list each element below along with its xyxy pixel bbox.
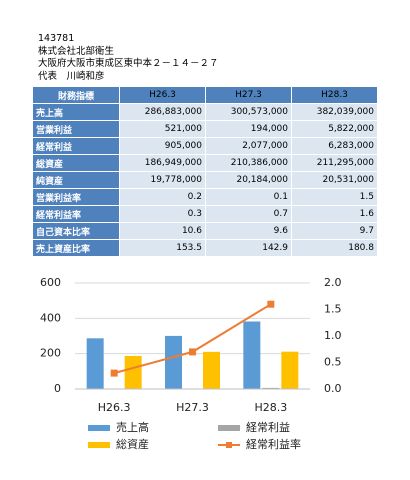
header-line: 大阪府大阪市東成区東中本２－１４－２７ bbox=[38, 58, 219, 69]
value-cell: 186,949,000 bbox=[120, 155, 205, 171]
y-tick-label: 0 bbox=[54, 382, 61, 395]
line-marker bbox=[267, 300, 275, 308]
y-tick-label: 400 bbox=[40, 311, 61, 324]
value-cell: 1.6 bbox=[292, 206, 377, 222]
legend-label: 総資産 bbox=[116, 437, 149, 451]
header-cell: H27.3 bbox=[206, 87, 291, 103]
header-line: 143781 bbox=[38, 33, 75, 44]
legend-label: 経常利益 bbox=[246, 420, 290, 434]
value-cell: 382,039,000 bbox=[292, 104, 377, 120]
table-row: 総資産 186,949,000 210,386,000 211,295,000 bbox=[33, 155, 377, 171]
table-row: 売上資産比率 153.5 142.9 180.8 bbox=[33, 240, 377, 256]
label-cell: 経常利益 bbox=[33, 138, 119, 154]
label-cell: 営業利益率 bbox=[33, 189, 119, 205]
y2-tick-label: 1.5 bbox=[324, 303, 342, 316]
x-tick-label: H27.3 bbox=[176, 401, 209, 414]
y2-tick-label: 0.0 bbox=[324, 382, 342, 395]
x-tick-label: H26.3 bbox=[98, 401, 131, 414]
value-cell: 10.6 bbox=[120, 223, 205, 239]
legend-swatch bbox=[88, 425, 110, 431]
value-cell: 9.7 bbox=[292, 223, 377, 239]
bar bbox=[243, 321, 261, 389]
legend-label: 経常利益率 bbox=[246, 437, 301, 451]
y2-tick-label: 1.0 bbox=[324, 329, 342, 342]
financial-table: 財務指標 H26.3 H27.3 H28.3 売上高 286,883,000 300,573… bbox=[32, 86, 378, 257]
value-cell: 905,000 bbox=[120, 138, 205, 154]
legend-swatch bbox=[88, 442, 110, 448]
value-cell: 20,531,000 bbox=[292, 172, 377, 188]
value-cell: 211,295,000 bbox=[292, 155, 377, 171]
table-row: 営業利益率 0.2 0.1 1.5 bbox=[33, 189, 377, 205]
bar bbox=[165, 335, 182, 389]
header-cell: H28.3 bbox=[292, 87, 377, 103]
value-cell: 210,386,000 bbox=[206, 155, 291, 171]
legend-swatch bbox=[218, 425, 240, 431]
value-cell: 0.3 bbox=[120, 206, 205, 222]
value-cell: 6,283,000 bbox=[292, 138, 377, 154]
label-cell: 自己資本比率 bbox=[33, 223, 119, 239]
value-cell: 19,778,000 bbox=[120, 172, 205, 188]
value-cell: 20,184,000 bbox=[206, 172, 291, 188]
bar bbox=[86, 338, 104, 389]
value-cell: 9.6 bbox=[206, 223, 291, 239]
bar bbox=[203, 351, 220, 389]
header-line: 株式会社北部衛生 bbox=[38, 45, 115, 57]
header: 143781 株式会社北部衛生 大阪府大阪市東成区東中本２－１４－２７ 代表 川崎和彦 bbox=[38, 33, 219, 83]
value-cell: 0.2 bbox=[120, 189, 205, 205]
y2-tick-label: 0.5 bbox=[324, 356, 342, 369]
legend-label: 売上高 bbox=[116, 420, 149, 434]
y2-tick-label: 2.0 bbox=[324, 276, 342, 289]
value-cell: 194,000 bbox=[206, 121, 291, 137]
value-cell: 521,000 bbox=[120, 121, 205, 137]
line-marker bbox=[189, 348, 196, 356]
value-cell: 0.7 bbox=[206, 206, 291, 222]
y-tick-label: 200 bbox=[40, 347, 61, 360]
x-tick-label: H28.3 bbox=[254, 401, 287, 414]
table-row: 経常利益 905,000 2,077,000 6,283,000 bbox=[33, 138, 377, 154]
bar bbox=[262, 387, 280, 389]
bar bbox=[124, 355, 142, 389]
value-cell: 153.5 bbox=[120, 240, 205, 256]
value-cell: 180.8 bbox=[292, 240, 377, 256]
header-line: 代表 川崎和彦 bbox=[38, 70, 105, 82]
label-cell: 売上高 bbox=[33, 104, 119, 120]
value-cell: 2,077,000 bbox=[206, 138, 291, 154]
header-cell: 財務指標 bbox=[33, 87, 119, 103]
table-row: 売上高 286,883,000 300,573,000 382,039,000 bbox=[33, 104, 377, 120]
value-cell: 1.5 bbox=[292, 189, 377, 205]
label-cell: 営業利益 bbox=[33, 121, 119, 137]
header-cell: H26.3 bbox=[120, 87, 205, 103]
label-cell: 経常利益率 bbox=[33, 206, 119, 222]
label-cell: 純資産 bbox=[33, 172, 119, 188]
label-cell: 総資産 bbox=[33, 155, 119, 171]
table-row: 経常利益率 0.3 0.7 1.6 bbox=[33, 206, 377, 222]
y-tick-label: 600 bbox=[40, 276, 61, 289]
table-row: 純資産 19,778,000 20,184,000 20,531,000 bbox=[33, 172, 377, 188]
label-cell: 売上資産比率 bbox=[33, 240, 119, 256]
bar bbox=[281, 351, 299, 389]
value-cell: 0.1 bbox=[206, 189, 291, 205]
table-header-row: 財務指標 H26.3 H27.3 H28.3 bbox=[33, 87, 377, 103]
value-cell: 142.9 bbox=[206, 240, 291, 256]
value-cell: 300,573,000 bbox=[206, 104, 291, 120]
line-marker bbox=[110, 369, 118, 377]
legend-marker bbox=[226, 442, 232, 448]
value-cell: 5,822,000 bbox=[292, 121, 377, 137]
value-cell: 286,883,000 bbox=[120, 104, 205, 120]
table-row: 営業利益 521,000 194,000 5,822,000 bbox=[33, 121, 377, 137]
table-row: 自己資本比率 10.6 9.6 9.7 bbox=[33, 223, 377, 239]
